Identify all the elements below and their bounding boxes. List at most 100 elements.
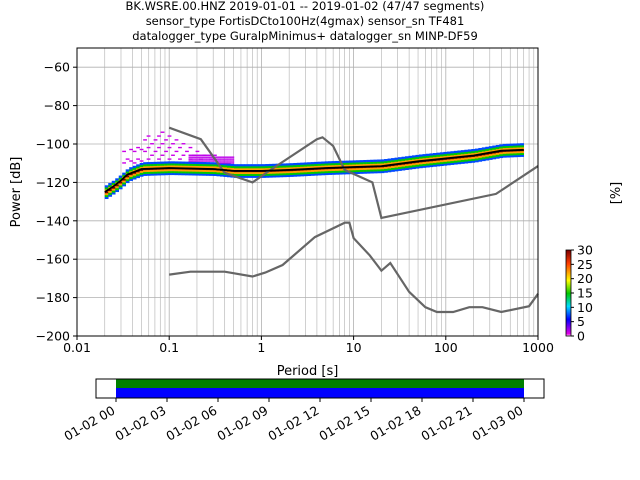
colorbar-swatch [566,330,571,332]
heatmap-cell [314,163,319,167]
heatmap-cell [157,158,161,160]
heatmap-cell [261,167,266,171]
heatmap-cell [366,159,371,163]
heatmap-cell [324,169,329,172]
heatmap-cell [398,159,402,162]
heatmap-cell [471,149,476,152]
heatmap-cell [411,163,416,166]
heatmap-cell [415,154,420,158]
heatmap-cell [513,145,518,148]
heatmap-cell [247,166,252,169]
heatmap-cell [192,173,196,176]
colorbar-swatch [566,261,571,263]
heatmap-cell [338,168,343,171]
y-axis: −60 −80 −100 −120 −140 −160 −180 −200 [36,60,77,344]
heatmap-cell [429,162,434,166]
heatmap-cell [411,157,416,160]
colorbar-tick-label: 30 [577,243,593,258]
heatmap-cell [474,160,479,163]
heatmap-cell [446,153,451,156]
heatmap-cell [136,146,140,149]
heatmap-cell [317,169,322,172]
heatmap-cell [310,171,315,174]
heatmap-cell [212,173,217,176]
colorbar-swatch [566,250,571,252]
y-tick-label: −140 [36,213,70,228]
y-tick-label: −80 [44,98,70,113]
heatmap-cell [502,153,507,156]
heatmap-cell [363,169,367,172]
colorbar-swatch [566,264,571,266]
heatmap-cell [216,156,221,158]
heatmap-cell [366,167,371,170]
heatmap-cell [377,163,381,166]
heatmap-cell [240,164,245,167]
heatmap-cell [520,154,525,157]
heatmap-cell [314,165,319,168]
heatmap-cell [401,160,406,163]
heatmap-cell [240,168,245,171]
heatmap-cell [192,169,196,172]
heatmap-cell [513,143,518,146]
heatmap-cell [363,167,367,170]
heatmap-cell [254,171,259,175]
heatmap-cell [254,168,259,171]
heatmap-cell [195,165,200,168]
colorbar-swatch [566,304,571,306]
heatmap-cell [219,172,224,175]
heatmap-cell [464,149,469,152]
heatmap-cell [150,171,154,174]
heatmap-cell [122,150,127,153]
heatmap-cell [384,162,388,166]
heatmap-cell [174,150,179,153]
heatmap-cell [202,162,207,165]
heatmap-cell [136,168,140,171]
heatmap-cell [345,168,350,171]
colorbar-swatch [566,254,571,256]
heatmap-cell [502,147,507,150]
timeline-tick-label: 01-02 18 [367,403,423,444]
heatmap-cell [286,163,291,166]
heatmap-cell [391,161,395,165]
heatmap-cell [192,161,196,164]
heatmap-cell [188,158,193,160]
heatmap-cell [146,146,151,149]
colorbar-swatch [566,288,571,290]
heatmap-cell [188,169,193,172]
heatmap-cell [384,160,388,164]
heatmap-cell [499,155,504,159]
heatmap-cell [230,163,235,167]
colorbar-swatch [566,319,571,321]
heatmap-cell [244,168,249,171]
heatmap-cell [471,156,476,159]
heatmap-cell [268,163,273,167]
heatmap-cell [303,164,308,167]
heatmap-cell [422,165,427,168]
heatmap-cell [258,171,263,175]
heatmap-cell [460,150,465,153]
heatmap-cell [317,161,322,164]
heatmap-cell [111,180,116,183]
heatmap-cell [296,162,301,166]
heatmap-cell [206,162,210,165]
heatmap-cell [405,163,409,167]
heatmap-cell [226,175,231,178]
heatmap-cell [181,169,186,172]
heatmap-cell [436,160,441,163]
colorbar-swatch [566,291,571,293]
heatmap-cell [317,163,322,166]
heatmap-cell [226,160,231,162]
heatmap-cell [520,143,525,146]
heatmap-cell [453,154,458,157]
heatmap-cell [199,154,203,156]
heatmap-cell [150,169,154,172]
heatmap-cell [195,150,200,153]
heatmap-cell [474,152,479,155]
heatmap-cell [513,153,518,156]
heatmap-cell [516,154,521,158]
heatmap-cell [129,171,133,174]
heatmap-cell [328,172,332,175]
heatmap-cell [268,175,273,178]
